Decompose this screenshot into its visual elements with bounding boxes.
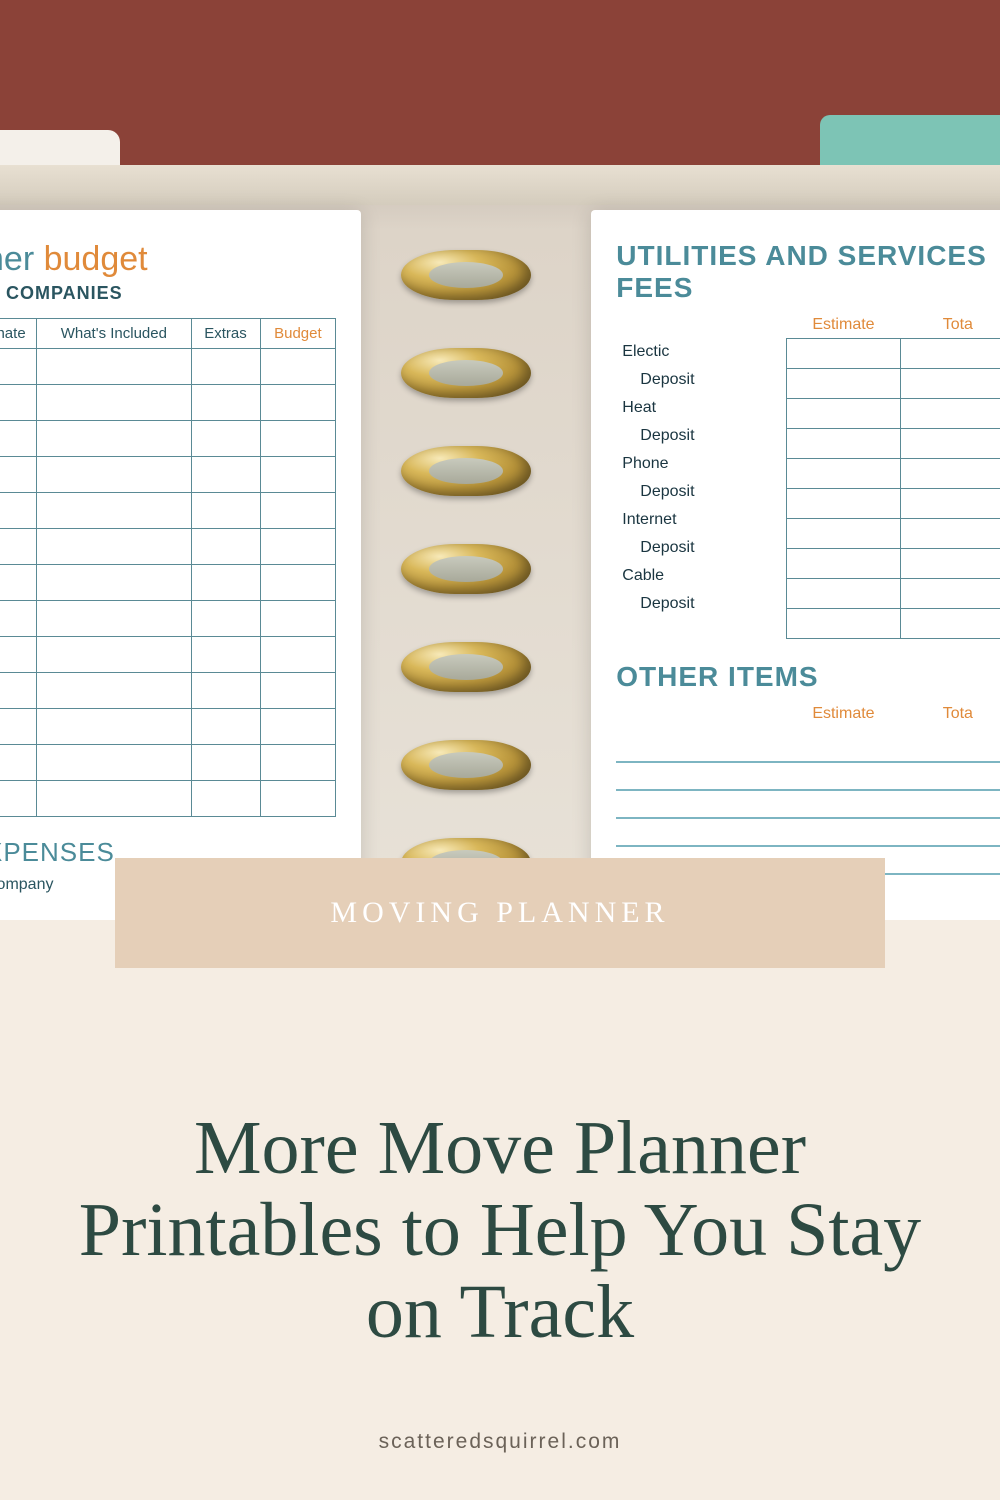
utility-item: Cable [616, 562, 786, 590]
column-header: What's Included [37, 319, 191, 349]
utility-labels: ElecticDepositHeatDepositPhoneDepositInt… [616, 338, 786, 639]
utility-item: Electic [616, 338, 786, 366]
utility-item: Phone [616, 450, 786, 478]
table-row [0, 565, 336, 601]
title-teal: ner [0, 240, 34, 278]
ring-icon [401, 642, 531, 692]
table-row [0, 421, 336, 457]
utility-deposit: Deposit [616, 478, 786, 506]
utility-deposit: Deposit [616, 366, 786, 394]
other-total-column: Tota [901, 705, 1000, 727]
other-items-heading: OTHER ITEMS [616, 661, 1000, 693]
column-header: Budget [260, 319, 336, 349]
utility-deposit: Deposit [616, 590, 786, 618]
banner-text: MOVING PLANNER [330, 896, 669, 930]
bottom-panel: More Move Planner Printables to Help You… [0, 920, 1000, 1500]
table-row [0, 349, 336, 385]
other-items-lines [616, 735, 1000, 875]
utility-deposit: Deposit [616, 422, 786, 450]
table-row [0, 637, 336, 673]
ring-icon [401, 740, 531, 790]
table-row [0, 709, 336, 745]
table-row [0, 529, 336, 565]
table-row [0, 781, 336, 817]
budget-title: ner budget [0, 240, 336, 279]
ring-icon [401, 544, 531, 594]
column-header: Extras [191, 319, 260, 349]
table-row [0, 673, 336, 709]
table-row [0, 457, 336, 493]
companies-subtitle: G COMPANIES [0, 283, 336, 304]
table-row [0, 493, 336, 529]
company-label: Company [0, 876, 53, 894]
planner-photo: ner budget G COMPANIES nateWhat's Includ… [0, 0, 1000, 920]
blank-line [616, 791, 1000, 819]
right-page: UTILITIES AND SERVICES FEES Estimate Tot… [591, 210, 1000, 920]
pin-headline: More Move Planner Printables to Help You… [70, 1107, 930, 1353]
site-url: scatteredsquirrel.com [379, 1430, 622, 1454]
table-row [0, 385, 336, 421]
utility-item: Internet [616, 506, 786, 534]
other-estimate-column: Estimate [786, 705, 900, 727]
ring-icon [401, 348, 531, 398]
estimate-column: Estimate [786, 316, 900, 338]
disc-rings [361, 250, 571, 888]
utility-item: Heat [616, 394, 786, 422]
table-row [0, 601, 336, 637]
category-banner: MOVING PLANNER [115, 858, 885, 968]
total-column: Tota [901, 316, 1000, 338]
utility-deposit: Deposit [616, 534, 786, 562]
blank-line [616, 819, 1000, 847]
budget-table: nateWhat's IncludedExtrasBudget [0, 318, 336, 817]
binder: ner budget G COMPANIES nateWhat's Includ… [0, 150, 1000, 920]
blank-line [616, 735, 1000, 763]
column-header: nate [0, 319, 37, 349]
utilities-grid [786, 338, 1000, 639]
utilities-heading: UTILITIES AND SERVICES FEES [616, 240, 1000, 304]
ring-icon [401, 446, 531, 496]
ring-icon [401, 250, 531, 300]
table-row [0, 745, 336, 781]
blank-line [616, 763, 1000, 791]
title-orange: budget [44, 240, 148, 278]
left-page: ner budget G COMPANIES nateWhat's Includ… [0, 210, 361, 920]
